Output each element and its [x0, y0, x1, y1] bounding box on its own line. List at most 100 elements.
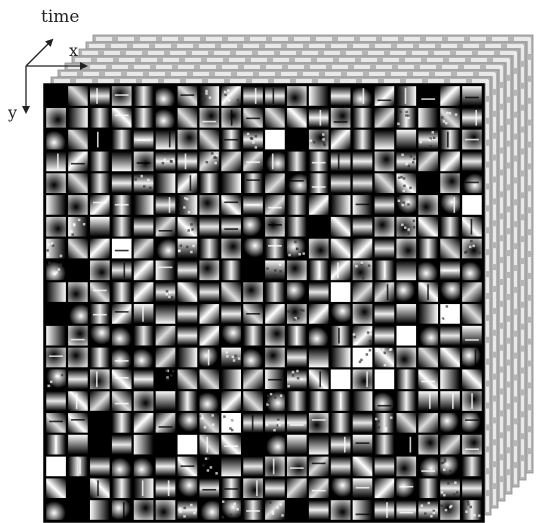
filter-tile [308, 195, 329, 215]
filter-tile [221, 347, 241, 368]
filter-tile [440, 260, 460, 281]
filter-tile [265, 282, 285, 302]
filter-tile [265, 413, 285, 433]
filter-tile [352, 478, 373, 499]
filter-tile [133, 434, 154, 455]
filter-tile [243, 391, 263, 411]
filter-tile [89, 107, 110, 128]
filter-tile [286, 129, 307, 150]
filter-tile [177, 304, 198, 324]
filter-tile [177, 238, 198, 259]
filter-tile [418, 500, 438, 520]
filter-tile [133, 413, 154, 433]
filter-tile [308, 347, 329, 368]
filter-tile [440, 238, 460, 259]
filter-tile [111, 195, 132, 215]
filter-tile [352, 391, 373, 411]
filter-tile [89, 500, 110, 520]
filter-tile [286, 260, 307, 281]
filter-tile [374, 107, 395, 128]
filter-tile [177, 325, 198, 346]
filter-tile [68, 500, 88, 520]
filter-tile [396, 86, 417, 106]
filter-tile [68, 260, 88, 281]
filter-tile [374, 391, 395, 411]
filter-tile [243, 456, 263, 477]
filter-tile [462, 347, 482, 368]
filter-tile [177, 195, 198, 215]
filter-tile [396, 151, 417, 172]
filter-tile [133, 86, 154, 106]
filter-tile [68, 195, 88, 215]
filter-tile [243, 434, 263, 455]
filter-tile [330, 238, 351, 259]
filter-tile [396, 195, 417, 215]
filter-tile [440, 347, 460, 368]
filter-tile [286, 107, 307, 128]
filter-tile [133, 129, 154, 150]
filter-tile [90, 325, 110, 346]
filter-tile [396, 347, 417, 368]
filter-tile [177, 500, 198, 520]
filter-tile [330, 456, 351, 477]
filter-tile [308, 325, 329, 346]
filter-tile [199, 369, 220, 390]
filter-tile [90, 195, 110, 215]
filter-tile [111, 478, 132, 499]
filter-tile [221, 151, 242, 172]
filter-tile [440, 413, 460, 433]
filter-tile [177, 413, 198, 433]
filter-tile [462, 282, 482, 302]
filter-tile [243, 282, 263, 302]
filter-tile [286, 238, 307, 259]
filter-tile [68, 304, 88, 324]
filter-tile [68, 216, 88, 237]
filter-tile [352, 500, 373, 520]
filter-tile [440, 129, 460, 150]
filter-tile [308, 216, 329, 237]
filter-tile [308, 107, 329, 128]
filter-tile [133, 151, 154, 172]
filter-tile [111, 456, 132, 477]
filter-tile [440, 304, 460, 324]
filter-tile [68, 86, 88, 106]
filter-tile [352, 216, 373, 237]
filter-tile [308, 151, 329, 172]
filter-tile [133, 107, 154, 128]
filter-tile [199, 173, 220, 193]
filter-tile [243, 86, 263, 106]
filter-tile [68, 129, 88, 150]
filter-tile [352, 413, 373, 433]
filter-tile [155, 260, 176, 281]
filter-tile [418, 238, 438, 259]
filter-tile [155, 195, 176, 215]
filter-tile [396, 369, 417, 390]
filter-tile [68, 151, 88, 172]
filter-tile [199, 282, 220, 302]
filter-tile [396, 456, 417, 477]
filter-tile [221, 478, 241, 499]
filter-tile [440, 151, 460, 172]
filter-tile [177, 129, 198, 150]
filter-tile [221, 434, 242, 455]
filter-tile [199, 260, 220, 281]
filter-tile [111, 500, 132, 520]
filter-tile [46, 500, 66, 520]
filter-tile [308, 282, 329, 302]
filter-tile [418, 107, 439, 128]
filter-tile [374, 304, 395, 324]
filter-tile [396, 282, 417, 302]
filter-tile [352, 325, 373, 346]
filter-tile [199, 500, 220, 520]
filter-tile [68, 478, 88, 499]
filter-tile [286, 216, 307, 237]
filter-tile [68, 173, 88, 193]
filter-tile [352, 456, 373, 477]
filter-tile [133, 456, 154, 477]
filter-tile [111, 304, 132, 324]
filter-tile [221, 86, 241, 106]
filter-tile [352, 260, 373, 281]
filter-tile [440, 369, 460, 390]
filter-tile [221, 304, 242, 324]
filter-tile [46, 282, 66, 302]
